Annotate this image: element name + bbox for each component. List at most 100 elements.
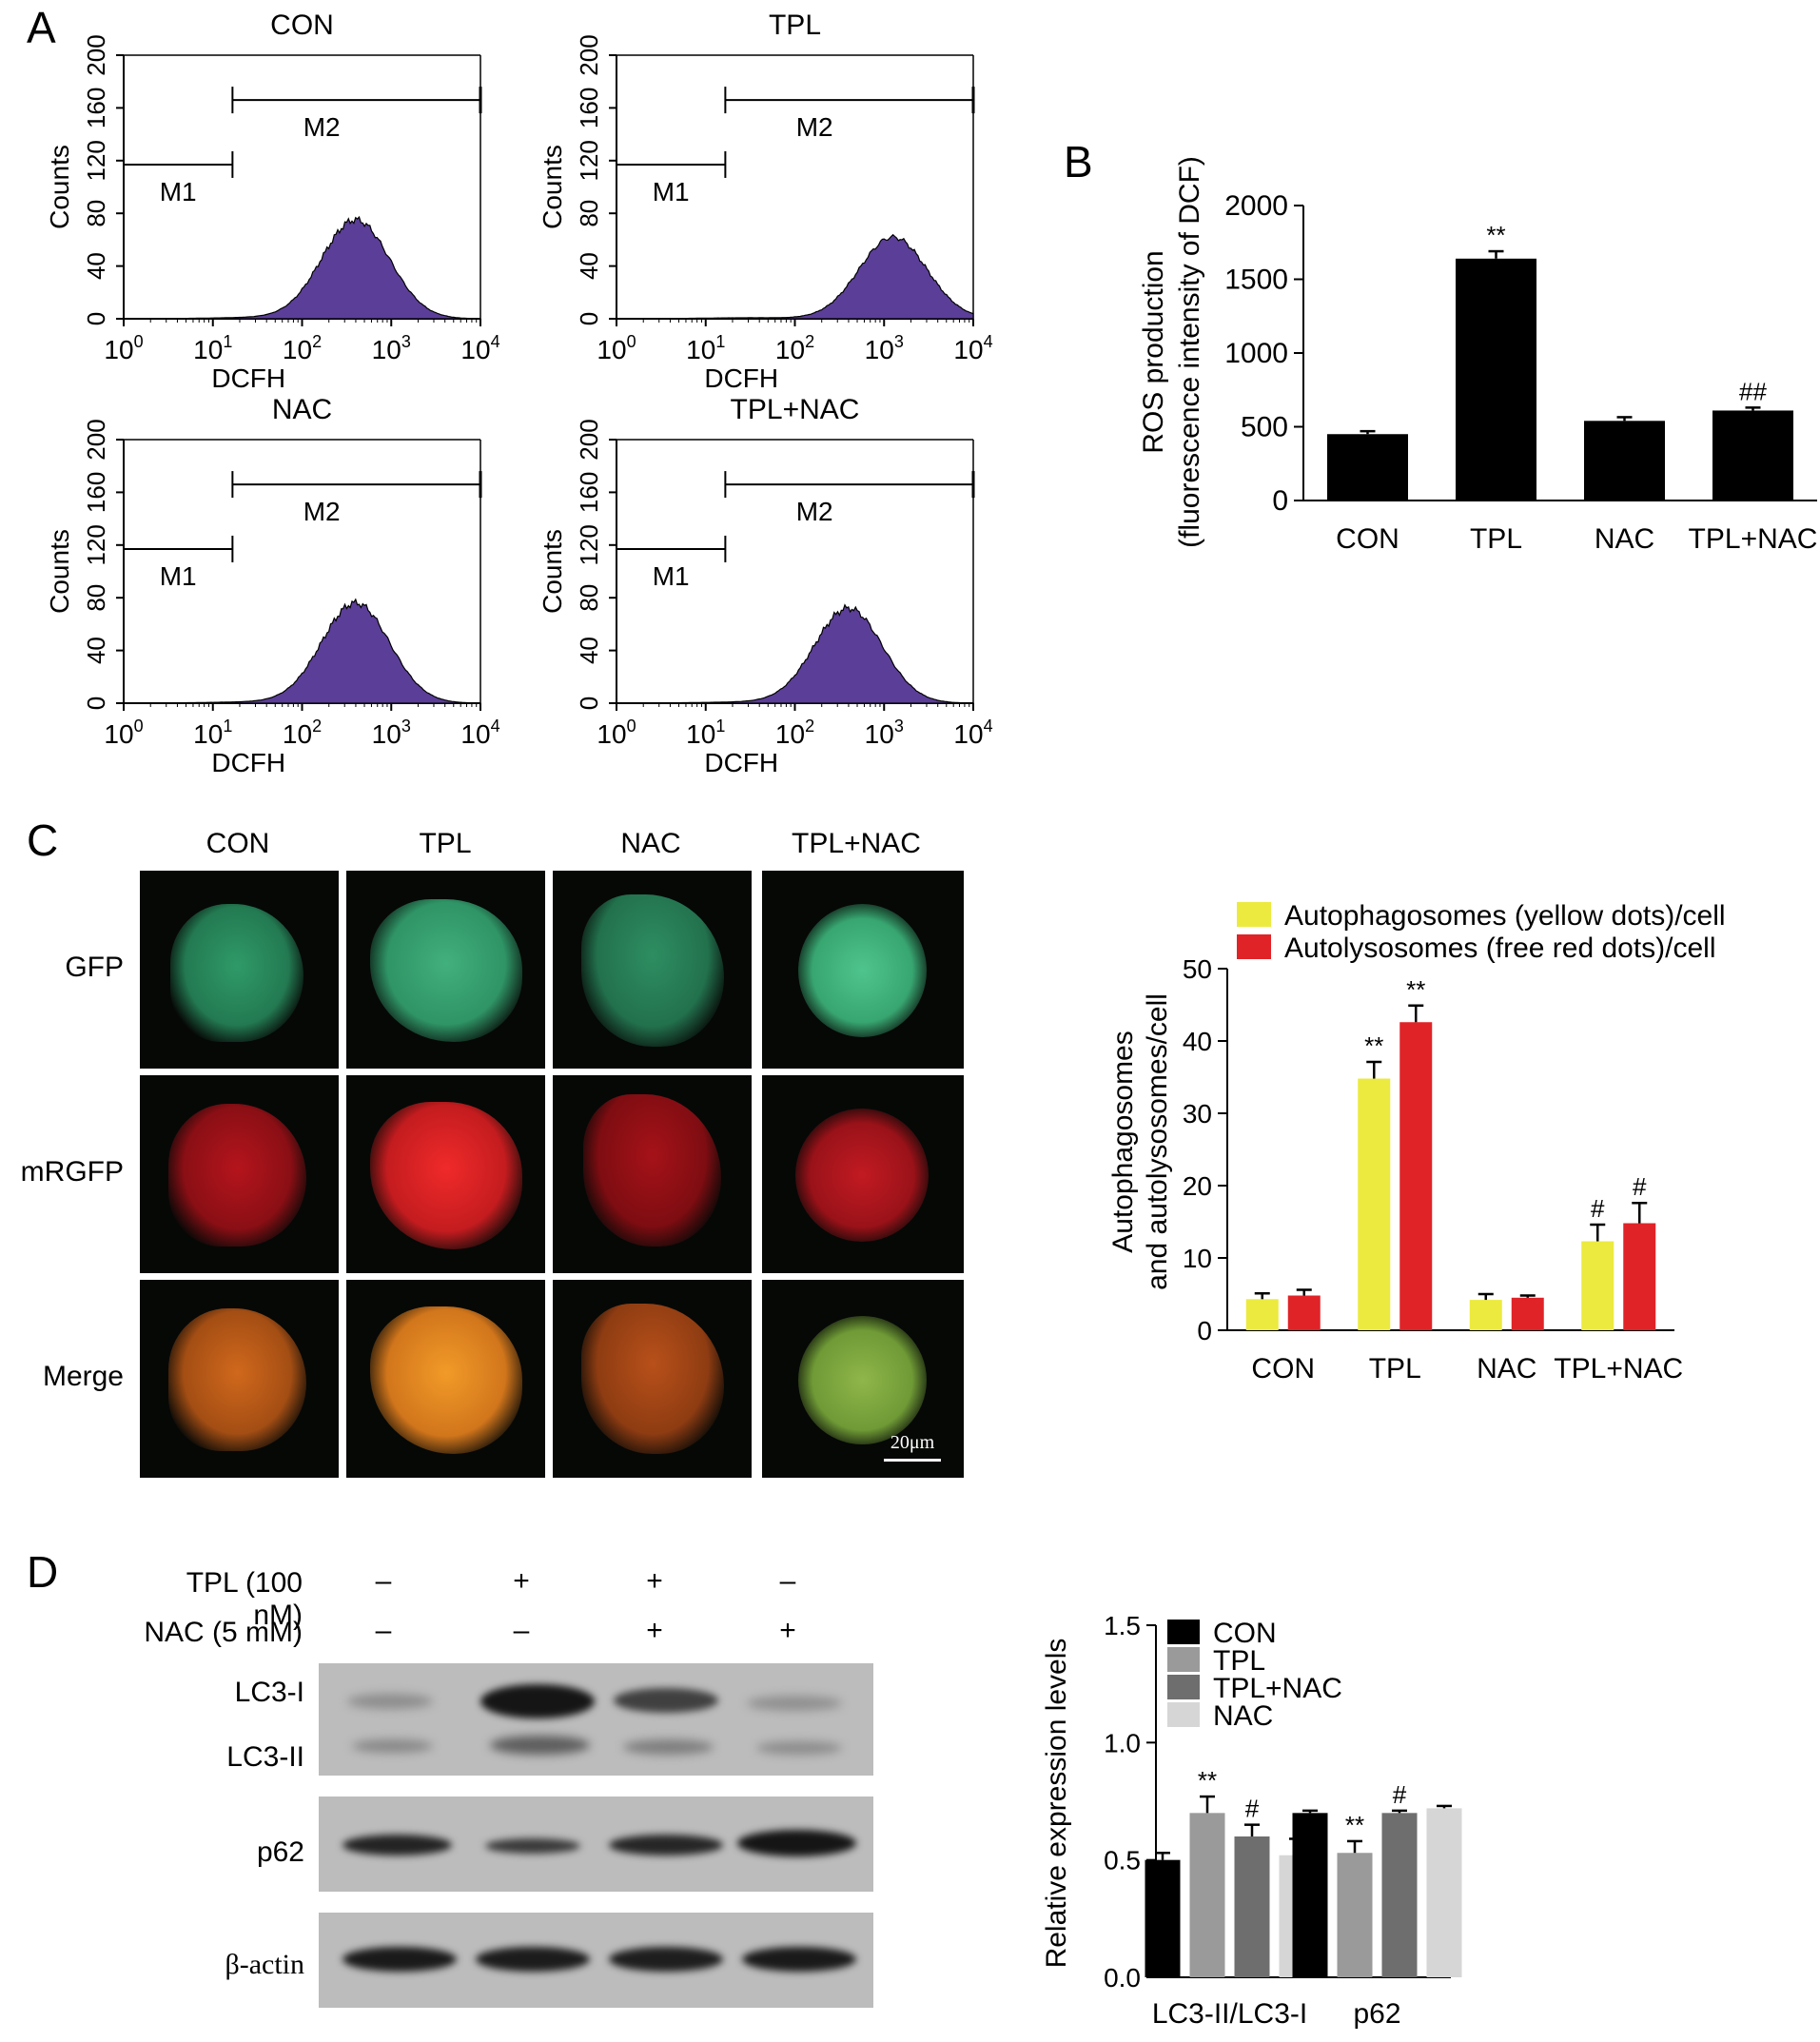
flow-x-tick-label: 102 (775, 717, 814, 749)
flow-x-tick-label: 102 (775, 332, 814, 364)
category-label: TPL+NAC (1689, 523, 1817, 555)
legend-label: Autophagosomes (yellow dots)/cell (1284, 900, 1726, 932)
y-tick-label: 10 (1183, 1244, 1212, 1273)
panel-label-a: A (27, 3, 56, 52)
sign-tpl-lane3: + (646, 1565, 663, 1597)
category-label: CON (1336, 523, 1399, 555)
flow-x-tick-label: 103 (865, 332, 904, 364)
micro-image-merge-nac (553, 1280, 752, 1478)
significance-mark: ** (1486, 221, 1505, 249)
flow-plot-title: NAC (272, 394, 332, 425)
band-label-p62: p62 (256, 1836, 304, 1868)
y-tick-label: 0 (1272, 485, 1288, 517)
micro-image-mrgfp-con (140, 1075, 339, 1273)
flow-y-tick-label: 120 (82, 140, 110, 181)
gate-m1-label: M1 (653, 177, 690, 206)
flow-x-tick-label: 103 (865, 717, 904, 749)
significance-mark: ** (1345, 1811, 1364, 1839)
flow-x-tick-label: 102 (283, 717, 322, 749)
flow-x-tick-label: 103 (372, 332, 411, 364)
treatment-label-tpl: TPL (100 nM) (186, 1567, 303, 1631)
micro-image-gfp-tpl (346, 871, 545, 1069)
flow-y-tick-label: 80 (575, 200, 603, 227)
micro-image-gfp-nac (553, 871, 752, 1069)
sign-nac-lane2: – (513, 1615, 530, 1646)
flow-y-tick-label: 40 (82, 252, 110, 280)
legend-swatch (1237, 934, 1271, 959)
y-tick-label: 1.5 (1104, 1611, 1141, 1640)
y-tick-label: 40 (1183, 1027, 1212, 1056)
flow-histograms: CON 0 40 80 120 160 200 Counts 100 101 102 103 104 DC… (45, 10, 993, 777)
micro-row-gfp: GFP (65, 952, 124, 983)
flow-plot-3: NAC 0 40 80 120 160 200 Counts 100 101 102 103 104 DC… (45, 394, 500, 777)
y-tick-label: 0.0 (1104, 1963, 1141, 1993)
y-tick-label: 0.5 (1104, 1846, 1141, 1875)
plot-area: 0 500 1000 1500 2000 CON TPL ** NAC TPL+NAC ## (1224, 190, 1817, 555)
legend-label: Autolysosomes (free red dots)/cell (1284, 933, 1716, 964)
micro-image-mrgfp-nac (553, 1075, 752, 1273)
category-label: NAC (1477, 1353, 1536, 1384)
micro-image-gfp-tpl-nac (762, 871, 964, 1069)
significance-mark: ** (1198, 1766, 1217, 1795)
flow-x-tick-label: 104 (953, 332, 992, 364)
significance-mark: # (1393, 1780, 1407, 1809)
flow-ylabel: Counts (538, 529, 567, 614)
flow-x-tick-label: 104 (460, 332, 499, 364)
bar (1327, 434, 1408, 501)
flow-x-tick-label: 101 (686, 717, 725, 749)
bar (1426, 1808, 1462, 1977)
plot-area: 0 10 20 30 40 50 CON TPL ** ** NAC TPL+NAC # # (1183, 954, 1683, 1384)
flow-xlabel: DCFH (704, 748, 778, 777)
bar (1337, 1853, 1373, 1977)
bar (1469, 1300, 1502, 1330)
sign-tpl-lane1: – (375, 1565, 392, 1597)
flow-x-tick-label: 103 (372, 717, 411, 749)
micro-row-merge: Merge (42, 1361, 124, 1392)
band-label-lc3-ii: LC3-II (226, 1741, 304, 1773)
lc3-blot (319, 1663, 873, 1776)
flow-y-tick-label: 120 (575, 140, 603, 181)
expr-ylabel: Relative expression levels (1041, 1639, 1072, 1969)
micro-image-mrgfp-tpl-nac (762, 1075, 964, 1273)
micro-col-tpl: TPL (419, 828, 472, 859)
bar (1399, 1022, 1433, 1330)
flow-x-tick-label: 101 (193, 332, 232, 364)
flow-y-tick-label: 0 (575, 312, 603, 325)
flow-plot-4: TPL+NAC 0 40 80 120 160 200 Counts 100 101 102 103 1… (538, 394, 993, 777)
category-label: NAC (1595, 523, 1654, 555)
ros-ylabel-line2: (fluorescence intensity of DCF) (1174, 156, 1205, 548)
flow-x-tick-label: 100 (104, 717, 143, 749)
flow-x-tick-label: 100 (597, 717, 636, 749)
category-label: TPL (1470, 523, 1522, 555)
flow-histogram (616, 603, 974, 704)
y-tick-label: 0 (1197, 1316, 1212, 1345)
panel-label-b: B (1064, 137, 1093, 187)
gate-m2-label: M2 (303, 497, 341, 526)
flow-y-tick-label: 40 (82, 637, 110, 664)
p62-blot (319, 1797, 873, 1892)
bar (1623, 1223, 1656, 1330)
flow-plot-title: TPL+NAC (731, 394, 860, 425)
legend-swatch (1167, 1702, 1200, 1727)
bar (1712, 410, 1793, 501)
bar (1581, 1241, 1615, 1330)
micro-image-mrgfp-tpl (346, 1075, 545, 1273)
auto-ylabel-line1: Autophagosomes (1107, 1031, 1139, 1253)
gate-m1-label: M1 (653, 561, 690, 591)
flow-y-tick-label: 80 (82, 200, 110, 227)
flow-y-tick-label: 120 (575, 524, 603, 565)
flow-ylabel: Counts (538, 145, 567, 229)
significance-mark: ## (1739, 377, 1767, 405)
sign-tpl-lane4: – (779, 1565, 796, 1597)
sign-tpl-lane2: + (513, 1565, 530, 1597)
bar (1292, 1813, 1328, 1977)
scale-bar (884, 1459, 941, 1462)
gate-m1-label: M1 (160, 561, 197, 591)
beta-actin-blot (319, 1913, 873, 2008)
y-tick-label: 1.0 (1104, 1728, 1141, 1757)
flow-y-tick-label: 120 (82, 524, 110, 565)
legend-label: NAC (1213, 1700, 1273, 1732)
y-tick-label: 1500 (1224, 265, 1288, 296)
sign-nac-lane4: + (779, 1615, 796, 1646)
y-tick-label: 500 (1241, 412, 1288, 443)
